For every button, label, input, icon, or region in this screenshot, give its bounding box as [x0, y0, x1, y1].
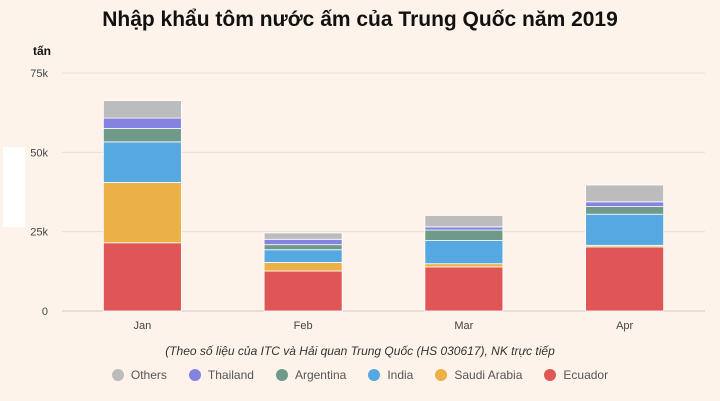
bar-segment-saudi-arabia-mar — [424, 263, 504, 268]
legend-label: Ecuador — [563, 368, 609, 382]
legend-label: Thailand — [207, 368, 254, 382]
legend-item-saudi-arabia[interactable]: Saudi Arabia — [435, 368, 522, 382]
legend-swatch — [111, 369, 124, 381]
bar-segment-saudi-arabia-feb — [263, 262, 343, 272]
bar-segment-ecuador-mar — [424, 266, 504, 312]
y-tick-label: 25k — [30, 227, 48, 239]
x-tick-label: Feb — [294, 320, 313, 332]
bar-segment-india-feb — [263, 249, 343, 263]
legend-label: India — [387, 368, 414, 382]
legend-swatch — [188, 369, 201, 381]
bar-segment-thailand-feb — [263, 238, 343, 246]
legend-label: Others — [130, 368, 167, 382]
legend-item-thailand[interactable]: Thailand — [188, 368, 254, 382]
bar-segment-others-apr — [585, 184, 665, 203]
bar-segment-others-mar — [424, 215, 504, 228]
y-tick-label: 75k — [30, 68, 48, 80]
bar-segment-thailand-mar — [424, 226, 504, 231]
legend-label: Saudi Arabia — [454, 368, 523, 382]
bar-chart: tấn 0 25k 50k 75k Jan Feb Mar Apr — [30, 44, 705, 332]
bar-segment-thailand-apr — [585, 201, 665, 207]
legend: Others Thailand Argentina India Saudi Arabia… — [0, 368, 720, 382]
bar-segment-ecuador-feb — [263, 270, 343, 312]
legend-item-argentina[interactable]: Argentina — [275, 368, 347, 382]
bar-segment-saudi-arabia-jan — [102, 182, 182, 244]
source-note: (Theo số liệu của ITC và Hải quan Trung … — [165, 344, 555, 358]
legend-swatch — [544, 369, 557, 381]
bar-segment-argentina-jan — [102, 128, 182, 143]
bar-segment-ecuador-jan — [102, 242, 182, 312]
bar-segment-others-jan — [102, 100, 182, 119]
bar-segment-others-feb — [263, 232, 343, 240]
legend-item-others[interactable]: Others — [111, 368, 167, 382]
y-tick-label: 0 — [42, 306, 48, 318]
bar-segment-india-mar — [424, 240, 504, 265]
bar-segment-thailand-jan — [102, 117, 182, 129]
x-tick-label: Apr — [616, 320, 633, 332]
legend-item-india[interactable]: India — [368, 368, 413, 382]
white-strip — [3, 147, 25, 227]
y-tick-label: 50k — [30, 147, 48, 159]
bar-segment-india-apr — [585, 213, 665, 246]
legend-label: Argentina — [294, 368, 347, 382]
legend-swatch — [368, 369, 381, 381]
legend-item-ecuador[interactable]: Ecuador — [544, 368, 608, 382]
x-tick-label: Mar — [454, 320, 473, 332]
x-tick-label: Jan — [134, 320, 152, 332]
x-axis-ticks: Jan Feb Mar Apr — [134, 320, 634, 332]
y-axis-ticks: 0 25k 50k 75k — [30, 68, 48, 318]
chart-title: Nhập khẩu tôm nước ấm của Trung Quốc năm… — [102, 8, 618, 31]
bar-segment-argentina-feb — [263, 244, 343, 251]
legend-swatch — [275, 369, 288, 381]
legend-swatch — [435, 369, 448, 381]
bar-segment-argentina-apr — [585, 206, 665, 215]
bar-segment-ecuador-apr — [585, 246, 665, 312]
y-axis-label: tấn — [33, 44, 51, 58]
bar-segment-india-jan — [102, 141, 182, 183]
bar-segment-argentina-mar — [424, 229, 504, 241]
bars — [102, 100, 665, 312]
